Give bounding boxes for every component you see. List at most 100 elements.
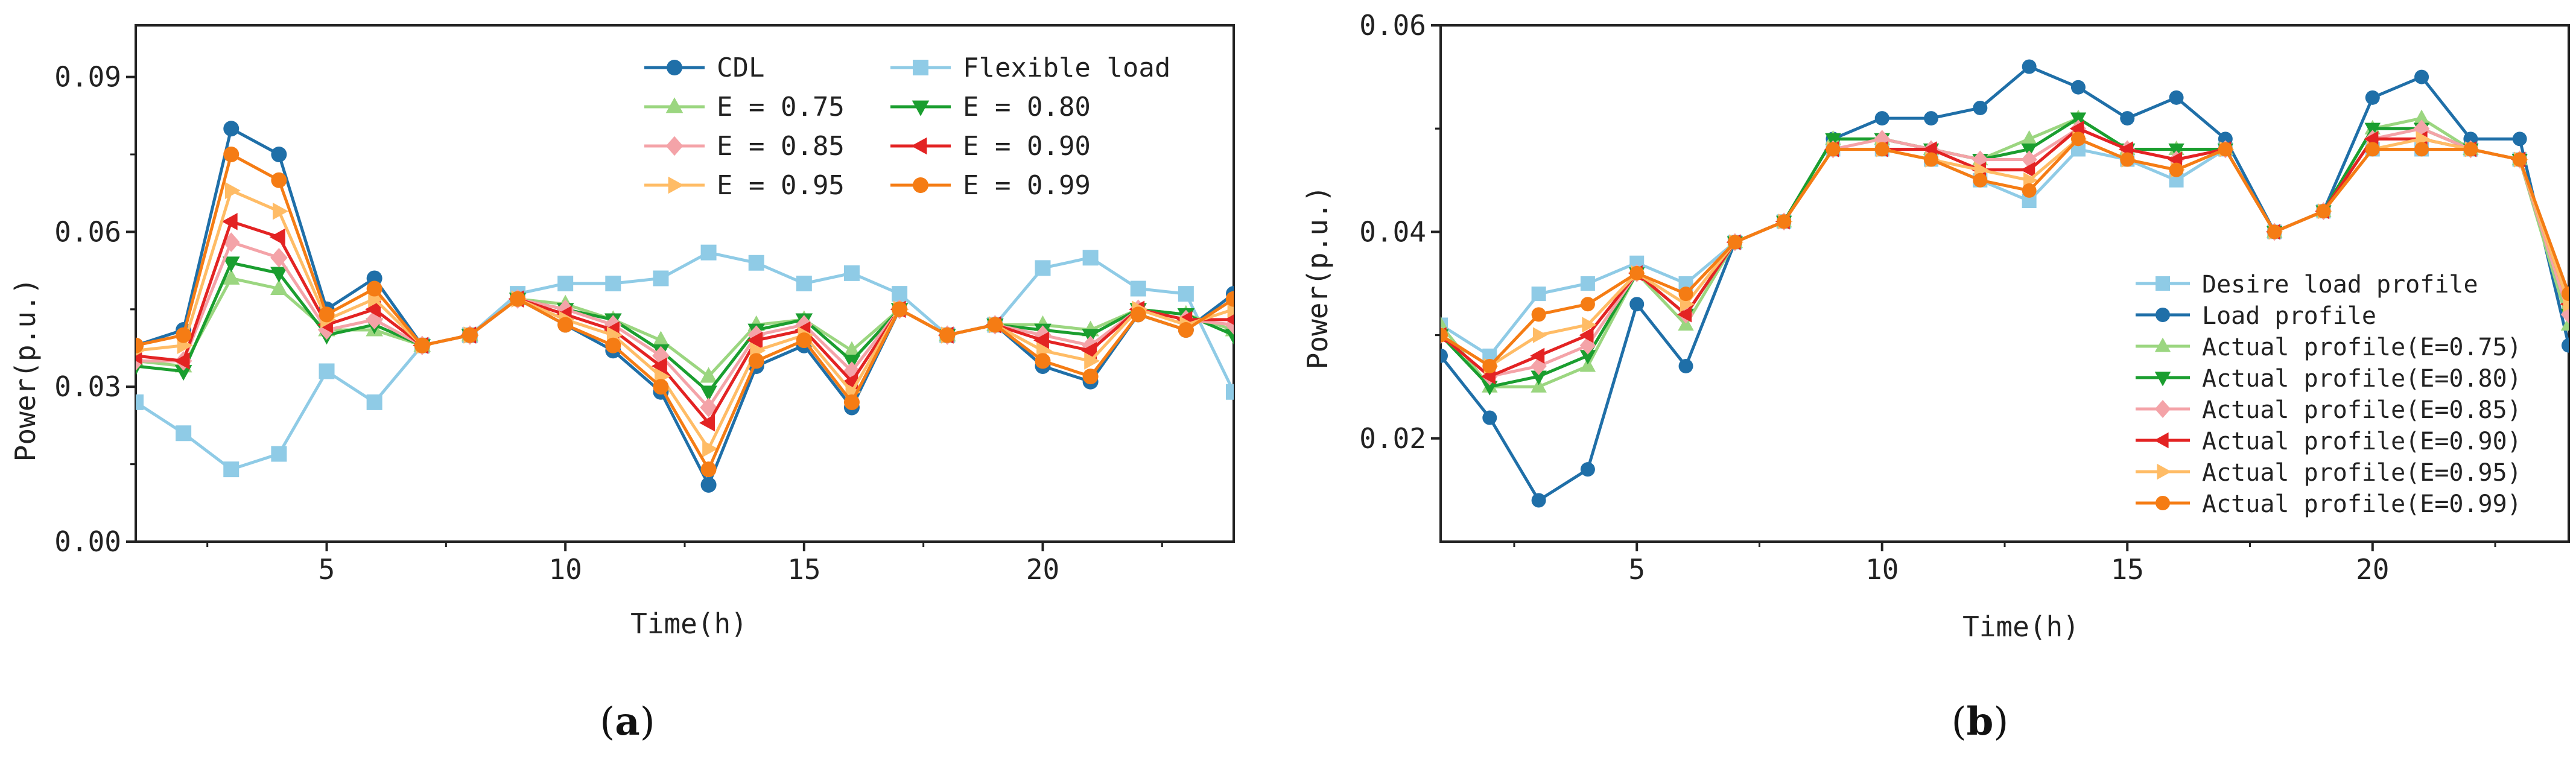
- data-point: [1677, 306, 1692, 323]
- data-point: [222, 268, 240, 285]
- data-point: [2022, 194, 2037, 209]
- legend-label: Actual profile(E=0.95): [2202, 459, 2522, 487]
- y-tick-label: 0.04: [1359, 215, 1426, 248]
- data-point: [1482, 381, 1498, 396]
- data-point: [222, 256, 240, 273]
- data-point: [2463, 142, 2478, 157]
- data-point: [2120, 152, 2135, 167]
- legend-marker: [2154, 432, 2169, 449]
- data-point: [843, 341, 861, 357]
- chart-panel-a: Power(p.u.) Time(h) (a) 5 10 15 20 0.00 0.03 0…: [9, 24, 1235, 744]
- data-point: [176, 327, 192, 343]
- x-tick-label: 10: [548, 553, 582, 586]
- data-point: [700, 367, 717, 383]
- data-point: [1579, 327, 1594, 343]
- data-point: [2021, 130, 2037, 145]
- data-point: [1226, 384, 1234, 400]
- data-point: [702, 440, 719, 458]
- data-point: [1924, 152, 1939, 167]
- y-tick-label: 0.02: [1359, 422, 1426, 455]
- data-point: [224, 182, 241, 200]
- data-point: [1531, 307, 1546, 322]
- data-point: [1224, 314, 1234, 325]
- series-actual-profile-e-0-99-: [1441, 131, 2569, 373]
- data-point: [557, 276, 574, 291]
- data-point: [1580, 297, 1595, 312]
- data-point: [1629, 297, 1645, 312]
- data-point: [365, 300, 381, 318]
- chart-panel-b: Power(p.u.) Time(h) (b) 5 10 15 20 0.02 0.04 0…: [1301, 9, 2570, 744]
- legend-a: CDL Flexible load E = 0.75 E = 0.80 E = 0.85…: [644, 52, 1170, 201]
- data-point: [2022, 183, 2037, 198]
- data-point: [2414, 69, 2429, 84]
- data-point: [699, 414, 715, 432]
- legend-label: Actual profile(E=0.99): [2202, 490, 2522, 518]
- data-point: [748, 255, 764, 271]
- data-point: [2316, 204, 2331, 219]
- data-point: [176, 425, 192, 442]
- data-point: [270, 247, 288, 268]
- legend-label: E = 0.99: [963, 170, 1091, 201]
- legend-marker: [913, 177, 928, 193]
- data-point: [2218, 142, 2233, 157]
- data-point: [1531, 287, 1546, 302]
- series-line: [136, 241, 1234, 409]
- data-point: [1226, 291, 1234, 307]
- data-point: [510, 291, 526, 307]
- data-point: [271, 446, 287, 462]
- legend-label: Actual profile(E=0.75): [2202, 334, 2522, 361]
- panel-a-ylabel: Power(p.u.): [9, 278, 42, 462]
- data-point: [747, 331, 763, 349]
- data-point: [2414, 142, 2429, 157]
- data-point: [1081, 341, 1097, 359]
- legend-marker: [2156, 496, 2170, 510]
- x-tick-label: 20: [2356, 553, 2389, 586]
- data-point: [1178, 286, 1194, 302]
- y-tick-label: 0.00: [54, 525, 121, 558]
- x-tick-label: 15: [2111, 553, 2144, 586]
- data-point: [700, 397, 717, 417]
- series-e-0-99: [136, 147, 1234, 478]
- data-point: [1130, 280, 1146, 297]
- data-point: [223, 461, 240, 478]
- data-point: [1678, 358, 1693, 373]
- x-tick-label: 5: [1628, 553, 1645, 586]
- data-point: [414, 337, 430, 353]
- series-line: [136, 251, 1234, 471]
- panel-b-xlabel: Time(h): [1962, 610, 2080, 643]
- y-tick-label: 0.03: [54, 370, 121, 403]
- data-point: [1082, 250, 1099, 266]
- data-point: [2512, 131, 2527, 147]
- series-e-0-75: [136, 268, 1234, 383]
- data-point: [2562, 338, 2569, 353]
- legend-label: E = 0.90: [963, 131, 1091, 162]
- data-point: [366, 280, 382, 297]
- data-point: [1084, 352, 1100, 370]
- data-point: [223, 121, 240, 137]
- data-point: [2022, 59, 2037, 74]
- data-point: [1082, 369, 1099, 385]
- x-tick-label: 20: [1026, 553, 1059, 586]
- data-point: [1531, 378, 1547, 393]
- data-point: [1580, 276, 1595, 291]
- data-point: [366, 394, 382, 410]
- data-point: [1582, 317, 1597, 333]
- data-point: [2169, 162, 2184, 177]
- data-point: [272, 202, 288, 220]
- data-point: [1678, 287, 1693, 302]
- legend-marker: [667, 60, 682, 75]
- series-line: [1441, 137, 2569, 368]
- data-point: [2413, 119, 2430, 138]
- data-point: [939, 327, 956, 343]
- data-point: [557, 317, 574, 333]
- data-point: [700, 477, 717, 493]
- panel-a-caption: (a): [600, 699, 655, 744]
- data-point: [1579, 336, 1596, 355]
- legend-marker: [911, 137, 927, 155]
- data-point: [605, 276, 621, 291]
- data-point: [1533, 327, 1548, 343]
- panel-a-xlabel: Time(h): [630, 607, 747, 640]
- data-point: [843, 394, 860, 410]
- panel-b-caption: (b): [1952, 699, 2009, 744]
- data-point: [700, 244, 717, 261]
